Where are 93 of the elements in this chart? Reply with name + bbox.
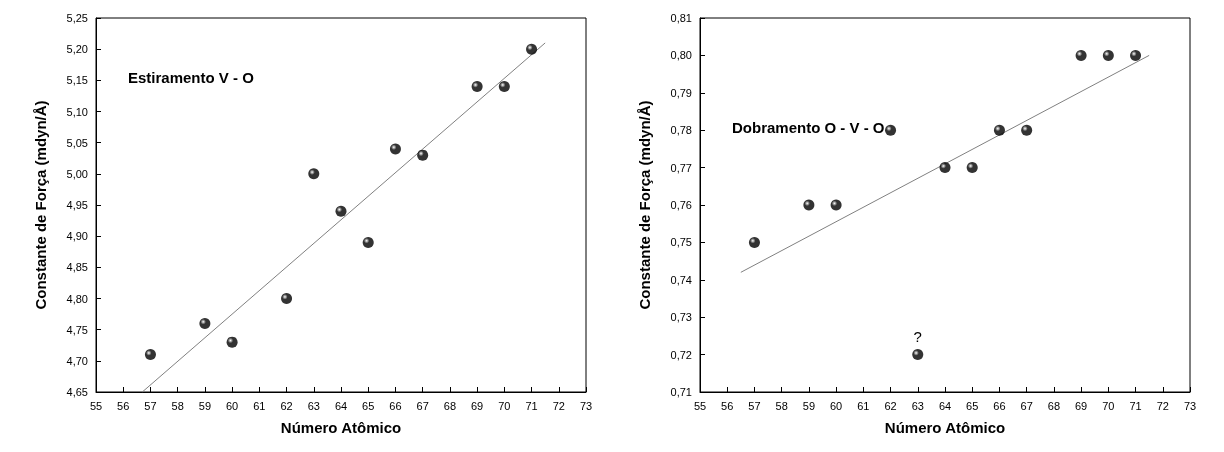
x-tick-label: 65 (966, 399, 979, 412)
annotation: Dobramento O - V - O (732, 119, 885, 136)
x-tick-label: 62 (884, 399, 897, 412)
x-tick-label: 69 (1074, 399, 1088, 412)
x-tick-label: 70 (498, 399, 511, 412)
y-tick-label: 0,75 (670, 236, 692, 249)
point (526, 43, 538, 55)
point (471, 81, 483, 93)
x-tick-label: 62 (280, 399, 293, 412)
x-tick-label: 69 (470, 399, 484, 412)
y-tick-label: 0,73 (670, 311, 692, 324)
y-tick-label: 4,80 (66, 292, 88, 305)
point (335, 205, 347, 217)
x-tick-label: 63 (307, 399, 320, 412)
x-tick-label: 56 (721, 399, 734, 412)
x-tick-label: 61 (857, 399, 870, 412)
y-tick-label: 4,95 (66, 199, 88, 211)
x-tick-label: 68 (443, 399, 457, 412)
x-tick-label: 66 (389, 399, 402, 412)
y-tick-label: 0,79 (670, 86, 692, 99)
x-tick-label: 55 (89, 399, 103, 412)
point (226, 336, 238, 348)
x-tick-label: 59 (198, 399, 212, 412)
x-tick-label: 63 (911, 399, 924, 412)
y-tick-label: 0,77 (670, 161, 692, 174)
point (966, 162, 978, 174)
y-axis-title: Constante de Força (mdyn/Å) (32, 100, 49, 310)
point (830, 199, 842, 211)
x-tick-label: 58 (171, 399, 184, 412)
point (1102, 49, 1114, 61)
point (199, 317, 211, 329)
point (1021, 124, 1033, 136)
y-tick-label: 5,05 (66, 136, 88, 149)
x-tick-label: 61 (253, 399, 266, 412)
x-tick-label: 67 (1020, 399, 1033, 412)
x-tick-label: 73 (579, 399, 593, 412)
point (498, 81, 510, 93)
x-tick-label: 58 (775, 399, 788, 412)
x-axis-title: Número Atômico (884, 419, 1006, 436)
y-tick-label: 5,00 (66, 167, 88, 180)
point (308, 168, 320, 180)
y-tick-label: 0,72 (670, 348, 692, 361)
x-tick-label: 57 (144, 399, 157, 412)
y-tick-label: 0,78 (670, 124, 692, 137)
x-tick-label: 55 (693, 399, 707, 412)
x-tick-label: 64 (938, 399, 952, 412)
y-tick-label: 5,20 (66, 43, 88, 56)
y-tick-label: 0,81 (670, 12, 692, 24)
x-tick-label: 57 (748, 399, 761, 412)
point (803, 199, 815, 211)
point (993, 124, 1005, 136)
x-tick-label: 60 (225, 399, 239, 412)
point (144, 349, 156, 361)
x-tick-label: 65 (362, 399, 375, 412)
x-tick-label: 71 (525, 399, 538, 412)
point (912, 349, 924, 361)
x-tick-label: 72 (1156, 399, 1169, 412)
point (362, 236, 374, 248)
x-axis-title: Número Atômico (280, 419, 402, 436)
x-tick-label: 56 (117, 399, 130, 412)
x-tick-label: 68 (1047, 399, 1061, 412)
y-tick-label: 4,70 (66, 354, 88, 367)
point (939, 162, 951, 174)
x-tick-label: 72 (552, 399, 565, 412)
point (389, 143, 401, 155)
y-tick-label: 4,75 (66, 323, 88, 336)
x-tick-label: 70 (1102, 399, 1115, 412)
annotation: ? (913, 328, 922, 346)
x-tick-label: 67 (416, 399, 429, 412)
point (1075, 49, 1087, 61)
y-tick-label: 4,65 (66, 386, 88, 398)
point (1130, 49, 1142, 61)
x-tick-label: 60 (829, 399, 843, 412)
y-tick-label: 5,25 (66, 12, 88, 24)
y-tick-label: 0,74 (670, 273, 692, 286)
y-tick-label: 4,90 (66, 230, 88, 243)
x-tick-label: 66 (993, 399, 1006, 412)
x-tick-label: 71 (1129, 399, 1142, 412)
y-tick-label: 0,76 (670, 199, 692, 211)
x-tick-label: 59 (802, 399, 816, 412)
x-tick-label: 73 (1183, 399, 1197, 412)
y-tick-label: 5,10 (66, 105, 88, 118)
x-tick-label: 64 (334, 399, 348, 412)
y-tick-label: 0,80 (670, 49, 692, 62)
y-tick-label: 0,71 (670, 386, 692, 398)
point (748, 236, 760, 248)
y-tick-label: 4,85 (66, 261, 88, 274)
y-axis-title: Constante de Força (mdyn/Å) (636, 100, 653, 310)
annotation: Estiramento V - O (128, 69, 255, 86)
y-tick-label: 5,15 (66, 74, 88, 87)
point (885, 124, 897, 136)
point (281, 293, 293, 304)
point (417, 149, 429, 161)
